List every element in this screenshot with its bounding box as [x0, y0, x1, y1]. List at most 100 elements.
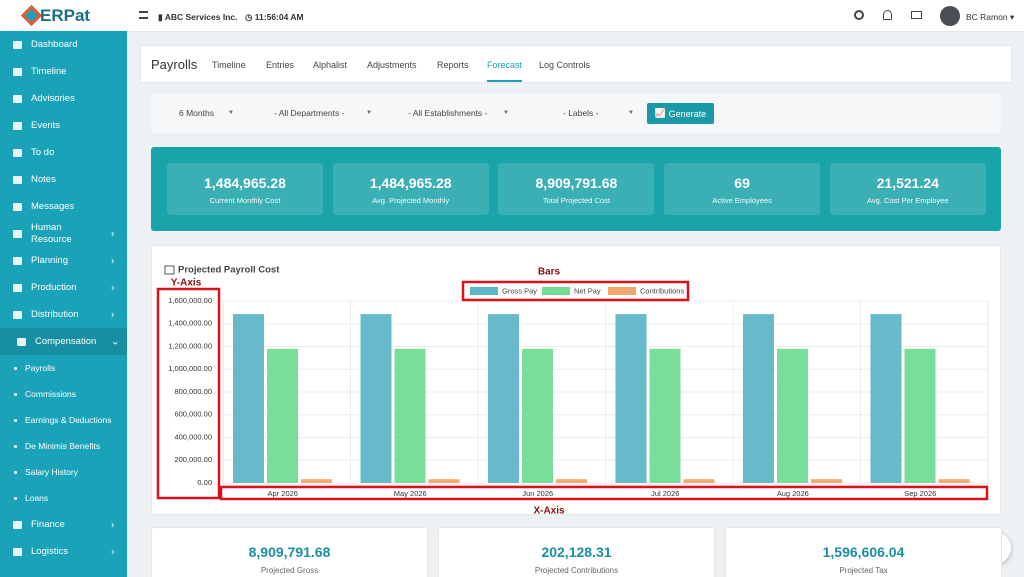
total-card: 202,128.31 Projected Contributions [438, 527, 715, 577]
sidebar-sublabel: Loans [25, 493, 49, 503]
stat-value: 1,484,965.28 [204, 175, 286, 191]
sidebar-label: Messages [31, 200, 75, 212]
bar [870, 314, 902, 483]
chart: Projected Payroll Cost 0.00 200,000.00 400,… [156, 265, 989, 516]
sidebar-item[interactable]: To do [0, 139, 127, 166]
sidebar-sublabel: Salary History [25, 467, 78, 477]
bar [267, 348, 298, 483]
legend-swatch [608, 287, 636, 295]
user-menu[interactable]: BC Ramon ▾ [966, 12, 1015, 22]
sidebar-item[interactable]: Finance › [0, 511, 127, 538]
submenu-arrow: › [111, 546, 115, 557]
bullet [14, 418, 17, 422]
sidebar-subitem[interactable]: Loans [0, 485, 127, 511]
logo-icon [20, 4, 43, 27]
legend-swatch [470, 287, 498, 295]
clock: ◷ 11:56:04 AM [245, 12, 304, 22]
sidebar-item[interactable]: Production › [0, 274, 127, 301]
x-tick-label: Apr 2026 [268, 489, 298, 498]
sidebar-icon [13, 175, 22, 184]
tab[interactable]: Reports [437, 60, 469, 70]
sidebar-item[interactable]: Timeline [0, 58, 127, 85]
filter-select[interactable]: - All Establishments - [408, 108, 488, 118]
sidebar-icon [13, 547, 22, 556]
sidebar-subitem[interactable]: Commissions [0, 381, 127, 407]
total-label: Projected Contributions [534, 566, 619, 575]
tab[interactable]: Adjustments [367, 60, 417, 70]
brand: ERPat [40, 6, 91, 25]
bar [522, 348, 553, 483]
bullet [14, 496, 17, 500]
y-tick-label: 1,000,000.00 [168, 364, 212, 373]
y-tick-label: 1,200,000.00 [168, 341, 212, 350]
sidebar-subitem[interactable]: Salary History [0, 459, 127, 485]
topbar: ERPat ▮ ABC Services Inc. ◷ 11:56:04 AM … [0, 0, 1024, 32]
tab[interactable]: Timeline [212, 60, 246, 70]
annotation: Bars [538, 267, 561, 278]
bullet [14, 470, 17, 474]
sidebar-item[interactable]: Compensation ⌄ [0, 328, 127, 355]
sidebar-item[interactable]: Events [0, 112, 127, 139]
select-caret: ▼ [628, 110, 634, 116]
sidebar-icon [13, 40, 22, 49]
bullet [14, 366, 17, 370]
bar [556, 479, 587, 483]
x-tick-label: Jun 2026 [522, 489, 553, 498]
sidebar-item[interactable]: Logistics › [0, 538, 127, 565]
filter-select[interactable]: - Labels - [563, 108, 599, 118]
sidebar-item[interactable]: Notes [0, 166, 127, 193]
x-tick-label: Sep 2026 [904, 489, 936, 498]
sidebar-icon [13, 310, 22, 319]
sidebar-icon [13, 520, 22, 529]
sidebar-item[interactable]: Distribution › [0, 301, 127, 328]
bar [683, 479, 715, 483]
filter-select[interactable]: 6 Months [179, 108, 214, 118]
search-icon[interactable] [854, 10, 864, 20]
stat-label: Avg. Projected Monthly [372, 196, 450, 205]
y-tick-label: 600,000.00 [174, 410, 212, 419]
sidebar-label: Finance [31, 518, 65, 530]
sidebar-item[interactable]: Planning › [0, 247, 127, 274]
stat-box: 1,484,965.28 Avg. Projected Monthly [332, 163, 489, 215]
bar [488, 314, 519, 483]
avatar[interactable] [940, 6, 960, 26]
sidebar-subitem[interactable]: Earnings & Deductions [0, 407, 127, 433]
sidebar-subitem[interactable]: De Minimis Benefits [0, 433, 127, 459]
sidebar-item[interactable]: Messages [0, 193, 127, 220]
chart-title: Projected Payroll Cost [178, 265, 280, 276]
mail-icon[interactable] [911, 11, 922, 19]
tab[interactable]: Entries [266, 60, 295, 70]
tab[interactable]: Forecast [487, 60, 523, 82]
sidebar-label: Timeline [31, 65, 67, 77]
tab[interactable]: Alphalist [313, 60, 348, 70]
bar [649, 348, 681, 483]
y-tick-label: 400,000.00 [174, 432, 212, 441]
sidebar-subitem[interactable]: Payrolls [0, 355, 127, 381]
sidebar-label: Compensation [35, 335, 97, 347]
notification-icon[interactable] [883, 10, 892, 20]
sidebar-label: Events [31, 119, 61, 131]
legend-label: Net Pay [574, 286, 601, 295]
menu-toggle[interactable] [139, 11, 148, 19]
bullet [14, 392, 17, 396]
sidebar-sublabel: De Minimis Benefits [25, 441, 101, 451]
sidebar-label: Advisories [31, 92, 75, 104]
generate-button[interactable]: 📈 Generate [647, 103, 714, 124]
filter-select[interactable]: - All Departments - [274, 108, 345, 118]
annotation: Y-Axis [171, 278, 202, 289]
y-tick-label: 0.00 [197, 478, 212, 487]
sidebar-item[interactable]: Advisories [0, 85, 127, 112]
total-value: 8,909,791.68 [248, 544, 331, 560]
tab[interactable]: Log Controls [539, 60, 591, 70]
stat-value: 69 [734, 175, 750, 191]
bar [360, 314, 392, 483]
sidebar-sublabel: Earnings & Deductions [25, 415, 112, 425]
select-caret: ▼ [228, 110, 234, 116]
sidebar-label: Dashboard [31, 38, 78, 50]
sidebar-item[interactable]: Dashboard [0, 31, 127, 58]
sidebar-icon [13, 148, 22, 157]
company-name: ABC Services Inc. [164, 12, 238, 22]
sidebar-item[interactable]: Human Resource › [0, 220, 127, 247]
annotation-box [219, 485, 989, 501]
total-label: Projected Tax [839, 566, 888, 575]
